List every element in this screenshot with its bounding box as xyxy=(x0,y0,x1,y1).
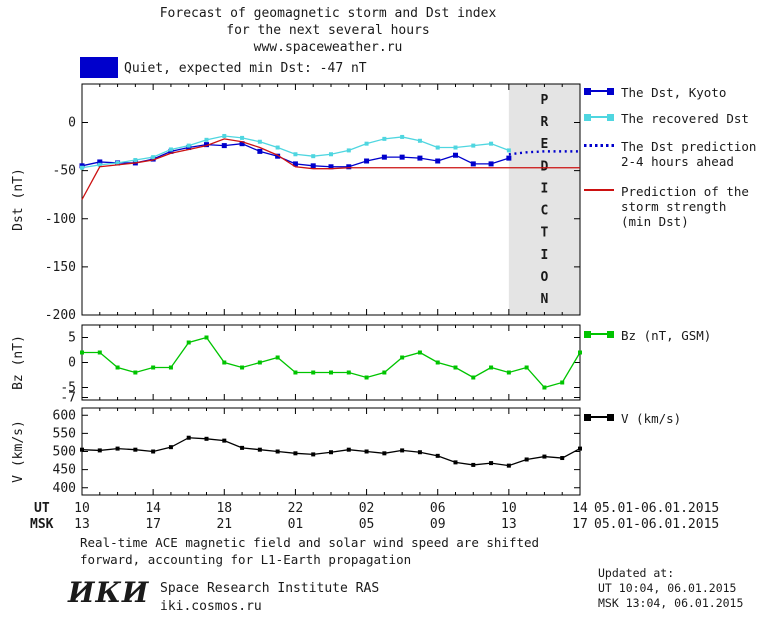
dst-prediction-dotted-line-icon xyxy=(584,142,614,149)
recovered-dst-line-icon xyxy=(584,114,614,121)
legend-dst-prediction-line2: 2-4 hours ahead xyxy=(621,154,734,169)
svg-text:05.01-06.01.2015: 05.01-06.01.2015 xyxy=(594,517,719,532)
svg-text:T: T xyxy=(541,226,549,241)
legend-storm-prediction-label: Prediction of the storm strength (min Ds… xyxy=(621,184,749,229)
note-line-1: Real-time ACE magnetic field and solar w… xyxy=(80,535,540,550)
institute-name: Space Research Institute RAS xyxy=(160,581,380,596)
svg-text:02: 02 xyxy=(359,501,375,516)
svg-text:600: 600 xyxy=(53,408,76,423)
updated-label: Updated at: xyxy=(598,566,675,580)
svg-text:22: 22 xyxy=(288,501,304,516)
svg-text:MSK: MSK xyxy=(30,517,54,532)
svg-text:500: 500 xyxy=(53,445,76,460)
note-line-2: forward, accounting for L1-Earth propaga… xyxy=(80,552,412,567)
svg-text:I: I xyxy=(541,248,549,263)
svg-text:01: 01 xyxy=(288,517,304,532)
svg-text:D: D xyxy=(541,159,549,174)
page-title: Forecast of geomagnetic storm and Dst in… xyxy=(0,5,656,56)
svg-text:-200: -200 xyxy=(45,308,76,323)
svg-text:-150: -150 xyxy=(45,260,76,275)
bz-line-icon xyxy=(584,331,614,338)
dst-kyoto-line-icon xyxy=(584,88,614,95)
updated-block: Updated at: UT 10:04, 06.01.2015 MSK 13:… xyxy=(598,566,743,611)
svg-text:05.01-06.01.2015: 05.01-06.01.2015 xyxy=(594,501,719,516)
svg-text:06: 06 xyxy=(430,501,446,516)
legend-storm-line2: storm strength xyxy=(621,199,727,214)
svg-text:18: 18 xyxy=(216,501,232,516)
svg-text:05: 05 xyxy=(359,517,375,532)
legend-dst-prediction-label: The Dst prediction 2-4 hours ahead xyxy=(621,139,756,169)
legend-bz-label: Bz (nT, GSM) xyxy=(621,328,712,343)
title-line-1: Forecast of geomagnetic storm and Dst in… xyxy=(159,6,497,21)
legend-storm-line3: (min Dst) xyxy=(621,214,689,229)
legend-dst-kyoto-label: The Dst, Kyoto xyxy=(621,85,727,100)
svg-text:I: I xyxy=(541,181,549,196)
iki-logo: ИКИ xyxy=(68,576,150,609)
svg-text:-50: -50 xyxy=(53,164,76,179)
legend-recovered-dst-label: The recovered Dst xyxy=(621,111,749,126)
svg-text:09: 09 xyxy=(430,517,446,532)
svg-text:21: 21 xyxy=(216,517,232,532)
svg-text:O: O xyxy=(541,270,549,285)
updated-ut: UT 10:04, 06.01.2015 xyxy=(598,581,737,595)
svg-text:Dst (nT): Dst (nT) xyxy=(11,168,26,231)
quiet-status-swatch-icon xyxy=(80,57,118,78)
status-text: Quiet, expected min Dst: -47 nT xyxy=(124,61,367,76)
svg-text:E: E xyxy=(541,137,549,152)
svg-text:400: 400 xyxy=(53,481,76,496)
svg-text:UT: UT xyxy=(34,501,50,516)
footer-note: Real-time ACE magnetic field and solar w… xyxy=(80,534,539,568)
svg-text:0: 0 xyxy=(68,116,76,131)
legend-dst-kyoto: The Dst, Kyoto xyxy=(584,85,726,100)
svg-text:R: R xyxy=(541,115,549,130)
svg-text:17: 17 xyxy=(572,517,588,532)
institute-site: iki.cosmos.ru xyxy=(160,599,262,614)
svg-text:0: 0 xyxy=(68,356,76,371)
storm-prediction-line-icon xyxy=(584,187,614,194)
svg-text:-5: -5 xyxy=(60,381,76,396)
svg-text:17: 17 xyxy=(145,517,161,532)
legend-storm-prediction: Prediction of the storm strength (min Ds… xyxy=(584,184,749,229)
title-line-2: for the next several hours xyxy=(226,23,430,38)
legend-recovered-dst: The recovered Dst xyxy=(584,111,749,126)
legend-storm-line1: Prediction of the xyxy=(621,184,749,199)
svg-text:-100: -100 xyxy=(45,212,76,227)
svg-text:5: 5 xyxy=(68,331,76,346)
legend-v-label: V (km/s) xyxy=(621,411,682,426)
svg-text:14: 14 xyxy=(145,501,161,516)
legend-dst-prediction-line1: The Dst prediction xyxy=(621,139,757,154)
svg-text:550: 550 xyxy=(53,426,76,441)
svg-text:P: P xyxy=(541,93,549,108)
title-line-3: www.spaceweather.ru xyxy=(253,40,403,55)
svg-text:450: 450 xyxy=(53,463,76,478)
svg-text:C: C xyxy=(541,204,549,219)
svg-text:-7: -7 xyxy=(60,391,76,406)
svg-text:13: 13 xyxy=(74,517,90,532)
svg-text:13: 13 xyxy=(501,517,517,532)
legend-dst-prediction: The Dst prediction 2-4 hours ahead xyxy=(584,139,756,169)
legend-bz: Bz (nT, GSM) xyxy=(584,328,711,343)
legend-v: V (km/s) xyxy=(584,411,681,426)
v-line-icon xyxy=(584,414,614,421)
svg-text:N: N xyxy=(541,292,549,307)
svg-text:V (km/s): V (km/s) xyxy=(11,420,26,483)
svg-text:Bz (nT): Bz (nT) xyxy=(11,335,26,390)
updated-msk: MSK 13:04, 06.01.2015 xyxy=(598,596,744,610)
svg-text:14: 14 xyxy=(572,501,588,516)
svg-text:10: 10 xyxy=(501,501,517,516)
svg-text:10: 10 xyxy=(74,501,90,516)
